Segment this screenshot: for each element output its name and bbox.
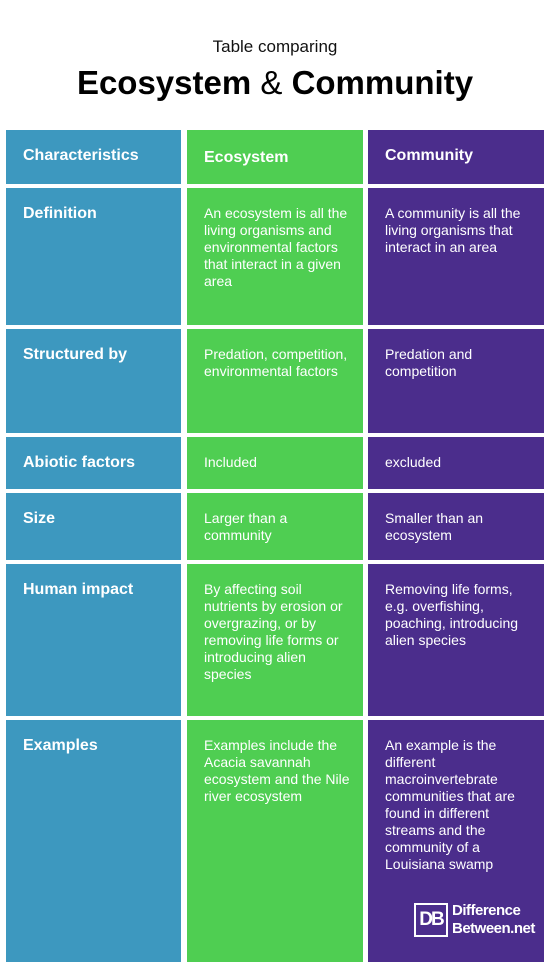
title-community: Community [291, 64, 474, 101]
row-label: Structured by [6, 329, 181, 433]
community-cell: Smaller than an ecosystem [368, 493, 544, 560]
table-row-examples: Examples Examples include the Acacia sav… [6, 720, 544, 962]
row-label: Size [6, 493, 181, 560]
row-label: Human impact [6, 564, 181, 716]
ecosystem-cell: Predation, competition, environmental fa… [187, 329, 363, 433]
subtitle: Table comparing [212, 37, 338, 56]
table-row-definition: Definition An ecosystem is all the livin… [6, 188, 544, 325]
title-ecosystem: Ecosystem [76, 64, 252, 101]
table-row-structured-by: Structured by Predation, competition, en… [6, 329, 544, 433]
logo-line-1: Difference [452, 902, 521, 919]
logo-text: Difference Between.net [452, 902, 540, 938]
differencebetween-logo: DB Difference Between.net [414, 901, 538, 941]
ecosystem-cell: Examples include the Acacia savannah eco… [187, 720, 363, 962]
table-row-size: Size Larger than a community Smaller tha… [6, 493, 544, 560]
ecosystem-cell: Larger than a community [187, 493, 363, 560]
row-label: Examples [6, 720, 181, 962]
ecosystem-cell: By affecting soil nutrients by erosion o… [187, 564, 363, 716]
community-cell: Removing life forms, e.g. overfishing, p… [368, 564, 544, 716]
community-cell: excluded [368, 437, 544, 489]
row-label: Abiotic factors [6, 437, 181, 489]
logo-line-2: Between.net [452, 920, 535, 937]
header-ecosystem: Ecosystem [187, 130, 363, 184]
table-header-row: Characteristics Ecosystem Community [6, 130, 544, 184]
community-cell: A community is all the living organisms … [368, 188, 544, 325]
ecosystem-cell: Included [187, 437, 363, 489]
community-cell: Predation and competition [368, 329, 544, 433]
page-title: Ecosystem & Community [0, 64, 550, 102]
ecosystem-cell: An ecosystem is all the living organisms… [187, 188, 363, 325]
header-characteristics: Characteristics [6, 130, 181, 184]
table-row-abiotic-factors: Abiotic factors Included excluded [6, 437, 544, 489]
db-logo-mark: DB [414, 903, 448, 937]
table-row-human-impact: Human impact By affecting soil nutrients… [6, 564, 544, 716]
row-label: Definition [6, 188, 181, 325]
header-community: Community [368, 130, 544, 184]
community-cell: An example is the different macroinverte… [368, 720, 544, 962]
title-ampersand: & [260, 64, 283, 101]
